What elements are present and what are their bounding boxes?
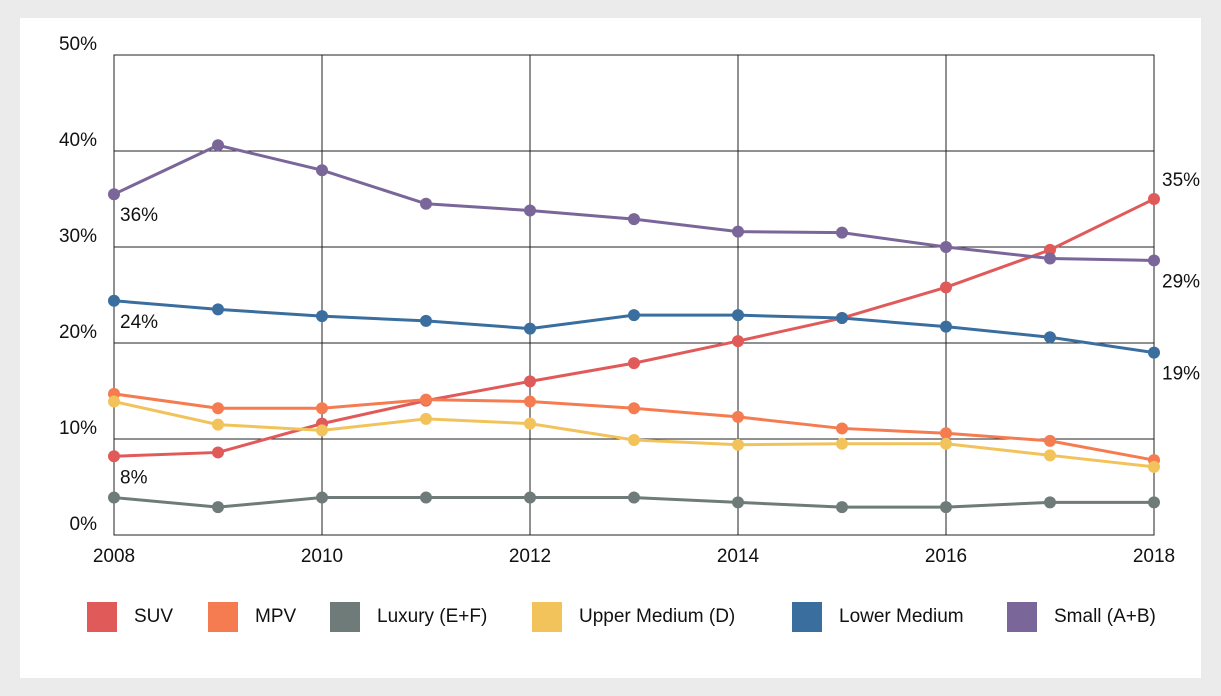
- data-point: [940, 501, 952, 514]
- legend-label: SUV: [134, 606, 173, 627]
- data-point: [524, 375, 536, 388]
- x-tick-label: 2014: [717, 546, 760, 567]
- value-label: 35%: [1162, 170, 1200, 191]
- y-tick-label: 50%: [59, 34, 97, 55]
- data-point: [732, 438, 744, 451]
- data-point: [1044, 252, 1056, 265]
- legend-swatch: [532, 602, 562, 632]
- data-point: [628, 491, 640, 504]
- data-point: [212, 418, 224, 431]
- data-point: [420, 412, 432, 425]
- data-point: [836, 437, 848, 450]
- series-line: [113, 197, 1155, 458]
- data-point: [212, 501, 224, 514]
- data-point: [420, 393, 432, 406]
- data-point: [108, 294, 120, 307]
- data-point: [316, 424, 328, 437]
- data-point: [836, 501, 848, 514]
- legend-label: Upper Medium (D): [579, 606, 735, 627]
- data-point: [108, 395, 120, 408]
- x-tick-label: 2016: [925, 546, 967, 567]
- value-label: 36%: [120, 205, 158, 226]
- panel: [20, 18, 1201, 678]
- legend-label: Lower Medium: [839, 606, 964, 627]
- legend-swatch: [330, 602, 360, 632]
- data-point: [628, 357, 640, 370]
- data-point: [628, 213, 640, 226]
- plot-frame: [113, 54, 1155, 536]
- value-label: 29%: [1162, 271, 1200, 292]
- data-point: [836, 422, 848, 435]
- y-tick-label: 30%: [59, 226, 97, 247]
- y-tick-label: 10%: [59, 418, 97, 439]
- data-point: [732, 225, 744, 238]
- data-point: [940, 320, 952, 333]
- data-point: [1044, 434, 1056, 447]
- data-point: [1148, 346, 1160, 359]
- data-point: [212, 402, 224, 415]
- x-tick-label: 2010: [301, 546, 343, 567]
- data-point: [316, 164, 328, 177]
- y-tick-label: 0%: [70, 514, 98, 535]
- value-label: 19%: [1162, 364, 1200, 385]
- data-point: [420, 491, 432, 504]
- legend-label: MPV: [255, 606, 297, 627]
- data-point: [628, 309, 640, 322]
- data-point: [836, 226, 848, 239]
- data-point: [212, 139, 224, 152]
- data-point: [1148, 496, 1160, 509]
- data-point: [1148, 460, 1160, 473]
- series-line: [113, 299, 1155, 355]
- legend-swatch: [792, 602, 822, 632]
- legend-swatch: [208, 602, 238, 632]
- value-label: 24%: [120, 312, 158, 333]
- data-point: [524, 322, 536, 335]
- y-tick-label: 20%: [59, 322, 97, 343]
- data-point: [940, 437, 952, 450]
- legend-swatch: [87, 602, 117, 632]
- data-point: [524, 417, 536, 430]
- data-point: [1044, 331, 1056, 344]
- data-point: [1044, 243, 1056, 256]
- data-point: [1044, 496, 1056, 509]
- data-point: [108, 188, 120, 201]
- legend-label: Luxury (E+F): [377, 606, 487, 627]
- series-line: [113, 143, 1155, 262]
- data-point: [524, 204, 536, 217]
- data-point: [732, 309, 744, 322]
- data-point: [524, 395, 536, 408]
- data-point: [732, 496, 744, 509]
- data-point: [1148, 254, 1160, 267]
- data-point: [108, 450, 120, 463]
- data-point: [212, 303, 224, 316]
- data-point: [316, 310, 328, 323]
- data-point: [316, 491, 328, 504]
- x-tick-label: 2018: [1133, 546, 1175, 567]
- x-tick-label: 2012: [509, 546, 551, 567]
- data-point: [420, 314, 432, 327]
- legend-label: Small (A+B): [1054, 606, 1156, 627]
- data-point: [212, 446, 224, 459]
- x-tick-label: 2008: [93, 546, 135, 567]
- data-point: [1044, 449, 1056, 462]
- data-point: [940, 427, 952, 440]
- data-point: [420, 197, 432, 210]
- data-point: [524, 491, 536, 504]
- data-point: [316, 402, 328, 415]
- data-point: [1148, 193, 1160, 205]
- data-point: [108, 491, 120, 504]
- data-point: [940, 241, 952, 253]
- value-label: 8%: [120, 467, 148, 488]
- data-point: [732, 335, 744, 348]
- data-point: [836, 312, 848, 325]
- y-tick-label: 40%: [59, 130, 97, 151]
- legend-swatch: [1007, 602, 1037, 632]
- data-point: [940, 281, 952, 294]
- data-point: [628, 433, 640, 446]
- data-point: [628, 402, 640, 415]
- data-point: [732, 410, 744, 423]
